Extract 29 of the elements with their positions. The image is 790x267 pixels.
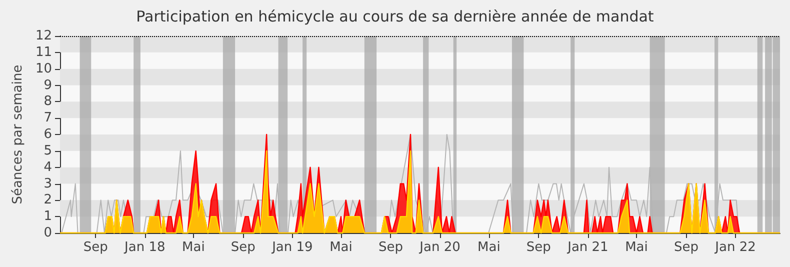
x-tick-label: Mai xyxy=(478,240,500,255)
y-tick-label: 6 xyxy=(44,127,52,142)
x-tick-label: Mai xyxy=(625,240,648,255)
x-tick-label: Jan 22 xyxy=(714,240,756,255)
chart-title: Participation en hémicycle au cours de sa dernière année de mandat xyxy=(136,8,654,26)
y-tick-label: 7 xyxy=(44,110,52,126)
x-tick-label: Jan 21 xyxy=(566,240,608,255)
y-tick-label: 8 xyxy=(44,94,52,110)
x-tick-label: Sep xyxy=(230,240,256,255)
x-tick-label: Mai xyxy=(182,240,205,255)
x-tick-label: Mai xyxy=(330,240,352,255)
y-tick-label: 12 xyxy=(35,28,52,44)
y-tick-label: 1 xyxy=(44,209,52,224)
y-tick-label: 9 xyxy=(44,78,52,93)
x-tick-label: Sep xyxy=(83,240,108,255)
x-tick-label: Sep xyxy=(526,240,551,255)
y-tick-label: 4 xyxy=(44,160,52,175)
y-tick-label: 0 xyxy=(44,226,52,240)
y-axis-title: Séances par semaine xyxy=(10,64,26,204)
y-tick-label: 2 xyxy=(44,192,52,208)
x-tick-label: Jan 19 xyxy=(271,240,313,255)
x-tick-label: Sep xyxy=(378,240,403,255)
x-tick-label: Jan 20 xyxy=(418,240,460,255)
x-tick-label: Jan 18 xyxy=(124,240,166,255)
x-tick-label: Sep xyxy=(674,240,698,255)
y-tick-label: 11 xyxy=(35,44,52,60)
y-tick-label: 10 xyxy=(35,61,52,76)
y-tick-label: 3 xyxy=(44,176,52,192)
y-tick-label: 5 xyxy=(44,143,52,158)
